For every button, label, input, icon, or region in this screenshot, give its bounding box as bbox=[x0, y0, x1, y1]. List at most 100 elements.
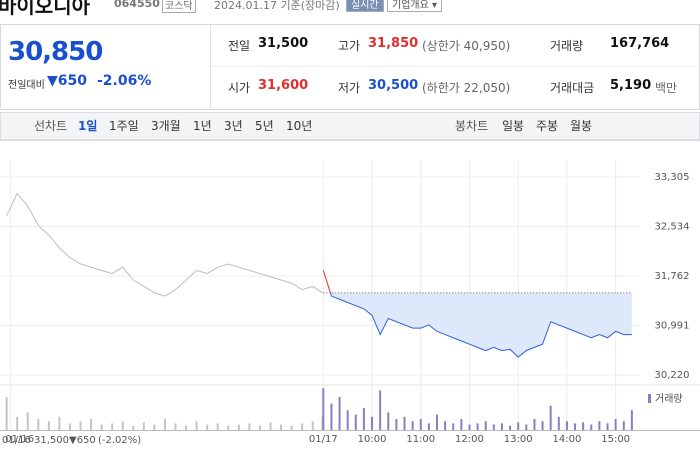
stat-value: 30,500 bbox=[368, 78, 419, 93]
stat-label: 시가 bbox=[228, 81, 251, 95]
volume-bar bbox=[492, 424, 495, 430]
volume-bar bbox=[509, 425, 512, 430]
volume-bar bbox=[322, 388, 325, 430]
volume-bar bbox=[468, 424, 471, 430]
volume-bar bbox=[269, 422, 272, 430]
change-rate: -2.06% bbox=[97, 73, 152, 89]
volume-bar bbox=[379, 390, 382, 430]
volume-bar bbox=[452, 423, 455, 430]
volume-bar bbox=[525, 424, 528, 430]
x-tick-label: 14:00 bbox=[553, 434, 582, 445]
period-tab[interactable]: 1년 bbox=[193, 119, 212, 133]
volume-bar bbox=[362, 408, 365, 430]
stat-value: 5,190 bbox=[610, 78, 652, 93]
volume-bar bbox=[79, 421, 82, 430]
period-tab[interactable]: 1일 bbox=[78, 119, 98, 133]
stat-value: 31,500 bbox=[258, 36, 309, 51]
realtime-button[interactable]: 실시간 bbox=[346, 0, 384, 12]
volume-bar bbox=[206, 424, 209, 430]
volume-bar bbox=[346, 410, 349, 430]
stat-label: 거래대금 bbox=[550, 81, 595, 95]
stat-value: 31,850 bbox=[368, 36, 419, 51]
toolbar bbox=[0, 112, 700, 140]
divider bbox=[211, 66, 698, 67]
volume-bar bbox=[195, 421, 198, 430]
volume-bar bbox=[403, 416, 406, 430]
stock-code: 064550 bbox=[114, 0, 160, 10]
volume-bar bbox=[5, 397, 8, 430]
volume-bar bbox=[338, 397, 341, 430]
label: 기업개요 bbox=[392, 0, 429, 11]
stat-value: 31,600 bbox=[258, 78, 309, 93]
volume-bar bbox=[614, 419, 617, 430]
volume-bar bbox=[185, 425, 188, 430]
stat-label: 저가 bbox=[338, 81, 361, 95]
stat-label: 거래량 bbox=[550, 39, 584, 53]
volume-bar bbox=[100, 424, 103, 430]
stat-note: (상한가 40,950) bbox=[422, 39, 511, 53]
volume-bar bbox=[174, 423, 177, 430]
volume-bar bbox=[411, 421, 414, 430]
price: 30,850 bbox=[8, 37, 103, 67]
volume-bar bbox=[427, 423, 430, 430]
volume-bar bbox=[142, 422, 145, 430]
change: ▼650 bbox=[47, 73, 87, 89]
volume-bar bbox=[227, 425, 230, 430]
toolbar-label: 봉차트 bbox=[455, 119, 489, 133]
candle-tab[interactable]: 일봉 bbox=[502, 119, 525, 133]
volume-bar bbox=[557, 416, 560, 430]
period-tab[interactable]: 5년 bbox=[255, 119, 274, 133]
y-tick-label: 30,220 bbox=[655, 370, 690, 381]
x-tick-label: 01/16 bbox=[5, 434, 34, 445]
y-tick-label: 30,991 bbox=[655, 321, 690, 332]
volume-bar bbox=[541, 421, 544, 430]
change-label: 전일대비 bbox=[8, 80, 45, 91]
x-tick-label: 11:00 bbox=[406, 434, 435, 445]
y-tick-label: 33,305 bbox=[655, 172, 690, 183]
volume-bar bbox=[90, 419, 93, 430]
volume-bar bbox=[460, 419, 463, 430]
volume-bar bbox=[590, 424, 593, 430]
period-tab[interactable]: 3개월 bbox=[151, 119, 181, 133]
overview-button[interactable]: 기업개요 ▾ bbox=[387, 0, 443, 12]
market-badge: 코스닥 bbox=[162, 0, 196, 13]
toolbar-label: 선차트 bbox=[34, 119, 68, 133]
volume-bar bbox=[58, 416, 61, 430]
y-tick-label: 31,762 bbox=[655, 271, 690, 282]
volume-bar bbox=[16, 416, 19, 430]
volume-bar bbox=[290, 425, 293, 430]
volume-bar bbox=[163, 419, 166, 430]
x-tick-label: 01/17 bbox=[309, 434, 338, 445]
volume-bar bbox=[237, 424, 240, 430]
prev-date: 01/16 bbox=[2, 435, 31, 446]
candle-tab[interactable]: 월봉 bbox=[570, 119, 593, 133]
volume-bar bbox=[37, 419, 40, 430]
volume-bar bbox=[121, 421, 124, 430]
period-tab[interactable]: 1주일 bbox=[109, 119, 139, 133]
volume-bar bbox=[419, 419, 422, 430]
candle-tab[interactable]: 주봉 bbox=[536, 119, 559, 133]
volume-bar bbox=[630, 410, 633, 430]
volume-bar bbox=[248, 423, 251, 430]
period-tab[interactable]: 10년 bbox=[286, 119, 313, 133]
volume-bar bbox=[598, 421, 601, 430]
prev-price: 31,500 bbox=[34, 435, 69, 446]
volume-bar bbox=[444, 421, 447, 430]
volume-bar bbox=[476, 423, 479, 430]
price-line bbox=[6, 192, 323, 297]
x-tick-label: 13:00 bbox=[504, 434, 533, 445]
volume-bar bbox=[311, 421, 314, 430]
price-line bbox=[329, 292, 632, 358]
volume-bar bbox=[153, 424, 156, 430]
volume-bar bbox=[111, 423, 114, 430]
volume-bar bbox=[216, 423, 219, 430]
stat-label: 고가 bbox=[338, 39, 361, 53]
volume-bar bbox=[387, 412, 390, 430]
x-tick-label: 12:00 bbox=[455, 434, 484, 445]
period-tab[interactable]: 3년 bbox=[224, 119, 243, 133]
stat-value: 167,764 bbox=[610, 36, 670, 51]
volume-bar bbox=[622, 421, 625, 430]
x-tick-label: 15:00 bbox=[601, 434, 630, 445]
volume-bar bbox=[435, 414, 438, 430]
volume-bar bbox=[280, 424, 283, 430]
